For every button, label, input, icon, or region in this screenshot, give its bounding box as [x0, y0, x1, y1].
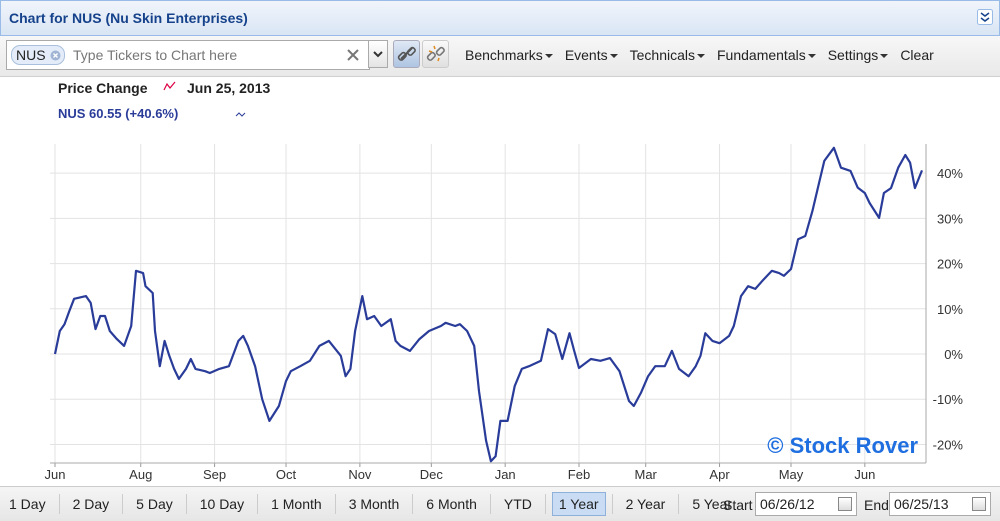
y-tick-label: 0%: [944, 347, 963, 362]
x-tick-label: Aug: [129, 467, 152, 482]
menu-item[interactable]: Clear: [900, 47, 933, 63]
y-tick-label: 20%: [937, 257, 963, 272]
legend-entry: NUS 60.55 (+40.6%): [58, 106, 178, 121]
y-tick-label: -20%: [933, 437, 964, 452]
separator: [257, 494, 259, 514]
legend-icon: [235, 112, 246, 117]
menu-label: Fundamentals: [717, 47, 806, 63]
toolbar: NUS Type Tickers to Chart here Benchmark…: [0, 36, 1000, 77]
dropdown-arrow: [373, 51, 383, 58]
collapse-button[interactable]: [977, 9, 993, 25]
range-button[interactable]: 2 Day: [72, 496, 110, 512]
menu-item[interactable]: Benchmarks: [465, 47, 553, 63]
ticker-placeholder: Type Tickers to Chart here: [73, 47, 238, 63]
range-button[interactable]: 1 Year: [551, 492, 606, 516]
x-tick-label: Oct: [276, 467, 297, 482]
x-tick-label: Nov: [348, 467, 372, 482]
range-button[interactable]: 6 Month: [426, 496, 477, 512]
range-button[interactable]: 5 Day: [136, 496, 173, 512]
range-button[interactable]: YTD: [503, 496, 532, 512]
menu-label: Events: [564, 47, 608, 63]
end-calendar[interactable]: [972, 497, 986, 511]
separator: [678, 494, 680, 514]
separator: [489, 494, 491, 514]
separator: [58, 494, 60, 514]
menu-arrow: [544, 54, 553, 59]
separator: [185, 494, 187, 514]
menu-arrow: [880, 54, 889, 59]
menu-arrow: [609, 54, 618, 59]
clear-icon[interactable]: [347, 49, 359, 61]
window-title: Chart for NUS (Nu Skin Enterprises): [9, 10, 248, 26]
x-tick-label: Jun: [45, 467, 66, 482]
y-tick-label: -10%: [933, 392, 964, 407]
menu-item[interactable]: Settings: [828, 47, 889, 63]
start-calendar[interactable]: [838, 497, 852, 511]
chip-remove[interactable]: [50, 50, 61, 61]
menu-arrow: [697, 54, 705, 59]
x-tick-label: Feb: [568, 467, 590, 482]
x-tick-label: Mar: [635, 467, 658, 482]
x-tick-label: May: [779, 467, 804, 482]
title-icon: [163, 81, 176, 91]
x-tick-label: Jan: [495, 467, 516, 482]
range-button[interactable]: 10 Day: [199, 496, 245, 512]
link-icon: [397, 46, 416, 61]
title-bar: Chart for NUS (Nu Skin Enterprises): [0, 0, 1000, 36]
x-tick-label: Sep: [203, 467, 226, 482]
separator: [122, 494, 124, 514]
range-bar: 1 Day 2 Day 5 Day 10 Day 1 Month 3 Month 6 Mon…: [0, 486, 1000, 521]
range-button[interactable]: 5 Year: [692, 496, 733, 512]
range-buttons: 1 Day 2 Day 5 Day 10 Day 1 Month 3 Month 6 Mon…: [2, 492, 745, 516]
range-button[interactable]: 1 Month: [271, 496, 322, 512]
menu-label: Benchmarks: [465, 47, 543, 63]
x-tick-label: Jun: [854, 467, 875, 482]
ticker-chip[interactable]: NUS: [11, 45, 65, 65]
price-line: [53, 146, 924, 463]
menu-label: Technicals: [629, 47, 695, 63]
x-tick-label: Dec: [420, 467, 444, 482]
chart-date: Jun 25, 2013: [187, 80, 270, 96]
menu-item[interactable]: Fundamentals: [717, 47, 816, 63]
chart-title: Price Change: [58, 80, 148, 96]
menu-arrow: [807, 54, 816, 59]
unlink-button[interactable]: [422, 40, 449, 68]
y-tick-label: 10%: [937, 302, 963, 317]
ticker-text: NUS: [16, 47, 46, 63]
separator: [334, 494, 336, 514]
ticker-input[interactable]: NUS Type Tickers to Chart here: [6, 40, 370, 70]
range-button[interactable]: 1 Day: [9, 496, 46, 512]
x-tick-label: Apr: [709, 467, 730, 482]
chart: Jun Aug Sep Oct Nov Dec Jan Feb Mar Apr May Jun -20%…: [45, 80, 964, 482]
menu-label: Settings: [827, 47, 879, 63]
watermark: © Stock Rover: [767, 433, 918, 458]
menu-item[interactable]: Events: [565, 47, 618, 63]
start-label: Start: [723, 497, 753, 513]
range-button[interactable]: 3 Month: [348, 496, 400, 512]
menu-bar: Benchmarks Events Technicals Fundamentals Se…: [465, 47, 934, 63]
end-label: End: [864, 497, 889, 513]
plot-area: [50, 144, 926, 463]
menu-item[interactable]: Technicals: [630, 47, 705, 63]
menu-label: Clear: [900, 47, 934, 63]
range-button[interactable]: 2 Year: [625, 496, 666, 512]
separator: [544, 494, 546, 514]
unlink-icon: [426, 45, 445, 62]
y-tick-label: 40%: [937, 166, 963, 181]
y-tick-label: 30%: [937, 211, 963, 226]
end-input[interactable]: 06/25/13: [889, 492, 991, 516]
link-button[interactable]: [393, 40, 420, 68]
separator: [412, 494, 414, 514]
dropdown-button[interactable]: [368, 40, 388, 68]
separator: [611, 494, 613, 514]
